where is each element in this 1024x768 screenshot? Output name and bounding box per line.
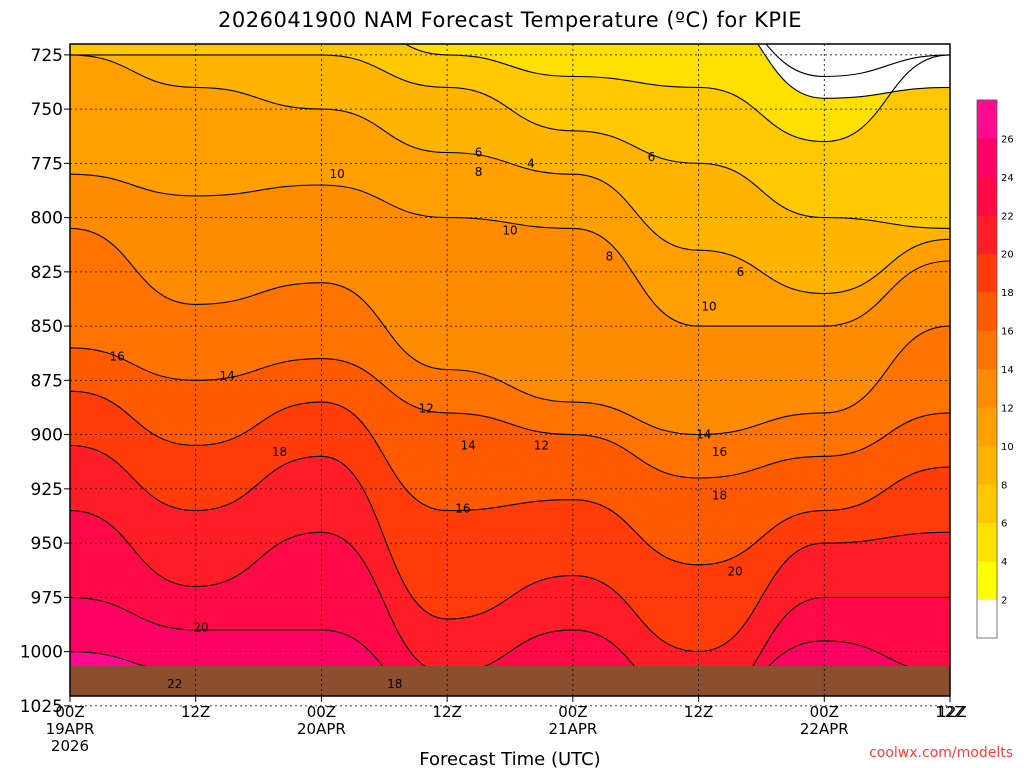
credit-text: coolwx.com/modelts [869, 745, 1013, 761]
y-tick-label-975: 975 [31, 588, 63, 608]
contour-label: 18 [272, 445, 287, 459]
x-tick-label: 22APR [800, 720, 849, 738]
colorbar-label: 6 [1001, 519, 1007, 530]
contour-label: 8 [606, 250, 614, 264]
x-tick-label: 19APR [46, 720, 95, 738]
y-tick-label-825: 825 [31, 263, 63, 283]
y-tick-label-900: 900 [31, 426, 63, 446]
colorbar-label: 18 [1001, 288, 1014, 299]
y-tick-label-875: 875 [31, 371, 63, 391]
contour-label: 20 [193, 621, 208, 635]
colorbar-label: 22 [1001, 211, 1014, 222]
colorbar-swatch [977, 369, 997, 408]
x-axis-label: Forecast Time (UTC) [419, 749, 600, 768]
colorbar-swatch [977, 292, 997, 331]
isotherm-4C [404, 44, 950, 143]
colorbar-swatch [977, 176, 997, 216]
contour-label: 6 [475, 146, 483, 160]
contour-label: 14 [460, 438, 475, 452]
y-tick-label-1000: 1000 [20, 643, 63, 663]
y-tick-label-1025: 1025 [20, 697, 63, 717]
x-tick-label: 12Z [937, 703, 966, 721]
colorbar-label: 10 [1001, 442, 1014, 453]
x-tick-label: 12Z [432, 703, 461, 721]
ground-layer [70, 666, 950, 696]
colorbar-label: 12 [1001, 403, 1014, 414]
colorbar-swatch [977, 407, 997, 447]
colorbar-swatch [977, 138, 997, 178]
chart-title: 2026041900 NAM Forecast Temperature (ºC)… [218, 8, 802, 32]
x-tick-label: 12Z [181, 703, 210, 721]
colorbar-swatch [977, 522, 997, 562]
temperature-fill [70, 44, 950, 696]
fill-band-0C [757, 44, 950, 99]
x-tick-label: 00Z [307, 703, 336, 721]
contour-label: 10 [329, 167, 344, 181]
x-tick-label: 20APR [297, 720, 346, 738]
contour-label: 12 [419, 402, 434, 416]
y-tick-label-775: 775 [31, 154, 63, 174]
colorbar-label: 2 [1001, 596, 1007, 607]
contour-label: 18 [387, 677, 402, 691]
isotherm-2C [765, 44, 950, 78]
colorbar-label: 14 [1001, 365, 1014, 376]
contour-label: 22 [167, 677, 182, 691]
isotherm-12C [70, 227, 950, 436]
contour-label: 8 [475, 165, 483, 179]
plot-frame [69, 43, 951, 697]
y-tick-label-750: 750 [31, 100, 63, 120]
contour-label: 16 [712, 445, 727, 459]
y-tick-label-925: 925 [31, 480, 63, 500]
colorbar-swatch [977, 445, 997, 485]
y-tick-label-950: 950 [31, 534, 63, 554]
y-tick-label-800: 800 [31, 209, 63, 229]
colorbar-label: 20 [1001, 250, 1014, 261]
x-tick-label: 00Z [810, 703, 839, 721]
contour-label: 10 [502, 224, 517, 238]
colorbar-label: 16 [1001, 327, 1014, 338]
contour-label: 14 [219, 369, 234, 383]
colorbar-swatch [977, 330, 997, 370]
contour-label: 20 [728, 564, 743, 578]
colorbar-swatch [977, 100, 997, 139]
colorbar-swatch [977, 561, 997, 600]
contour-label: 18 [712, 488, 727, 502]
colorbar-frame [976, 99, 998, 639]
contour-label: 16 [109, 350, 124, 364]
colorbar-swatch [977, 484, 997, 524]
contour-label: 12 [534, 438, 549, 452]
y-tick-label-850: 850 [31, 317, 63, 337]
x-tick-label: 21APR [548, 720, 597, 738]
contour-label: 6 [648, 150, 656, 164]
x-tick-label: 00Z [55, 703, 84, 721]
colorbar-label: 8 [1001, 480, 1007, 491]
colorbar-swatch [977, 599, 997, 639]
colorbar-label: 4 [1001, 557, 1007, 568]
isotherm-0C [757, 44, 950, 99]
x-tick-label: 2026 [51, 737, 89, 755]
contour-label: 10 [701, 300, 716, 314]
isotherm-20C [70, 510, 950, 696]
x-tick-label: 00Z [558, 703, 587, 721]
contour-label: 14 [696, 428, 711, 442]
colorbar-label: 24 [1001, 173, 1014, 184]
x-tick-label: 12Z [935, 703, 964, 721]
isotherm-8C [70, 54, 950, 295]
contour-label: 16 [455, 501, 470, 515]
x-tick-label: 12Z [684, 703, 713, 721]
y-tick-label-725: 725 [31, 46, 63, 66]
isotherm-18C [70, 444, 950, 653]
y-axis: 725 750 775 800 825 850 875 900 925 950 975 1000 102… [20, 46, 70, 717]
isotherm-16C [70, 390, 950, 566]
isotherm-14C [70, 347, 950, 479]
colorbar-label: 26 [1001, 134, 1014, 145]
ground-fill [70, 666, 950, 696]
colorbar-swatch [977, 253, 997, 293]
colorbar-swatch [977, 215, 997, 255]
